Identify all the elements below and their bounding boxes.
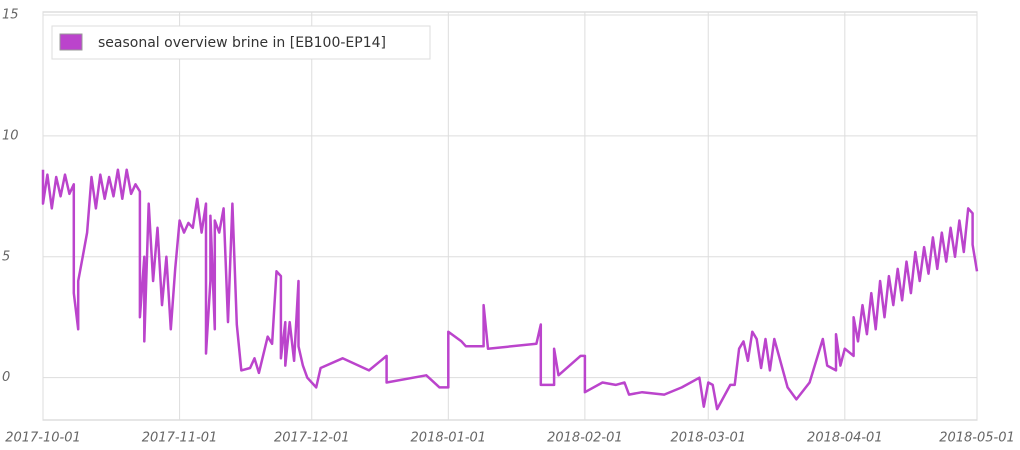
- x-tick-label: 2017-10-01: [5, 431, 81, 446]
- x-tick-label: 2018-02-01: [547, 431, 623, 446]
- y-tick-label: 15: [2, 8, 19, 23]
- y-tick-label: 5: [2, 249, 10, 264]
- data-line: [41, 168, 979, 411]
- y-tick-label: 0: [2, 370, 10, 385]
- legend-label: seasonal overview brine in [EB100-EP14]: [98, 35, 386, 51]
- x-tick-label: 2018-04-01: [807, 431, 883, 446]
- legend: [51, 25, 431, 60]
- x-tick-label: 2017-11-01: [142, 431, 218, 446]
- y-tick-label: 10: [2, 128, 19, 143]
- x-tick-label: 2017-12-01: [274, 431, 350, 446]
- legend-swatch: [59, 33, 83, 51]
- x-tick-label: 2018-01-01: [411, 431, 487, 446]
- x-tick-label: 2018-03-01: [670, 431, 746, 446]
- x-tick-label: 2018-05-01: [939, 431, 1015, 446]
